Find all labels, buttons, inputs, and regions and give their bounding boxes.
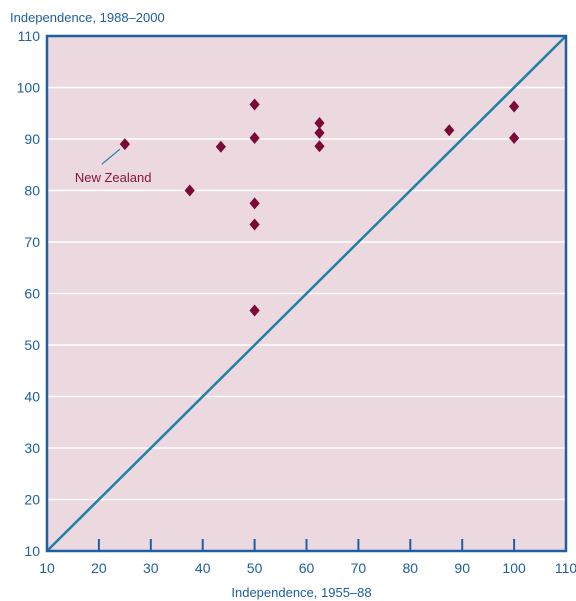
reference-diagonal-line <box>46 35 567 552</box>
data-point <box>314 117 325 130</box>
data-point <box>249 131 260 144</box>
y-tick-label-110: 110 <box>18 28 41 44</box>
data-point <box>444 124 455 137</box>
x-axis-title: Independence, 1955–88 <box>231 585 371 600</box>
annotations: New Zealand <box>75 148 152 185</box>
y-tick-label-40: 40 <box>24 389 40 405</box>
y-tick-label-80: 80 <box>24 183 40 199</box>
x-tick-label-90: 90 <box>454 560 470 576</box>
x-tick-label-110: 110 <box>555 560 576 576</box>
annotation-leader-line <box>101 148 121 165</box>
data-point <box>509 100 520 113</box>
y-tick-label-90: 90 <box>24 131 40 147</box>
y-tick-label-30: 30 <box>24 440 40 456</box>
x-tick-label-70: 70 <box>351 560 367 576</box>
x-tick-label-30: 30 <box>143 560 159 576</box>
gridlines <box>47 86 566 501</box>
y-tick-label-70: 70 <box>24 234 40 250</box>
y-tick-label-100: 100 <box>17 80 41 96</box>
data-point <box>184 184 195 197</box>
y-axis-tick-labels: 10 20 30 40 50 60 70 80 90 100 110 <box>17 28 41 559</box>
data-point <box>249 197 260 210</box>
plot-frame <box>45 34 568 553</box>
x-tick-label-20: 20 <box>91 560 107 576</box>
data-point <box>119 138 130 151</box>
x-tick-label-40: 40 <box>195 560 211 576</box>
data-point <box>314 126 325 139</box>
x-tick-label-100: 100 <box>502 560 526 576</box>
y-tick-label-20: 20 <box>24 492 40 508</box>
data-point <box>215 140 226 153</box>
data-point <box>249 98 260 111</box>
y-tick-label-10: 10 <box>24 543 40 559</box>
y-axis-title: Independence, 1988–2000 <box>10 10 165 25</box>
data-point <box>314 140 325 153</box>
annotation-label: New Zealand <box>75 170 152 185</box>
data-point <box>249 218 260 231</box>
y-tick-label-60: 60 <box>24 286 40 302</box>
data-point <box>509 131 520 144</box>
x-tick-label-60: 60 <box>299 560 315 576</box>
x-tick-label-10: 10 <box>39 560 55 576</box>
x-tick-label-80: 80 <box>403 560 419 576</box>
data-point <box>249 304 260 317</box>
x-tick-label-50: 50 <box>247 560 263 576</box>
x-axis-ticks <box>97 539 516 551</box>
x-axis-tick-labels: 10 20 30 40 50 60 70 80 90 100 110 <box>39 560 576 576</box>
y-tick-label-50: 50 <box>24 337 40 353</box>
data-points <box>119 98 520 317</box>
